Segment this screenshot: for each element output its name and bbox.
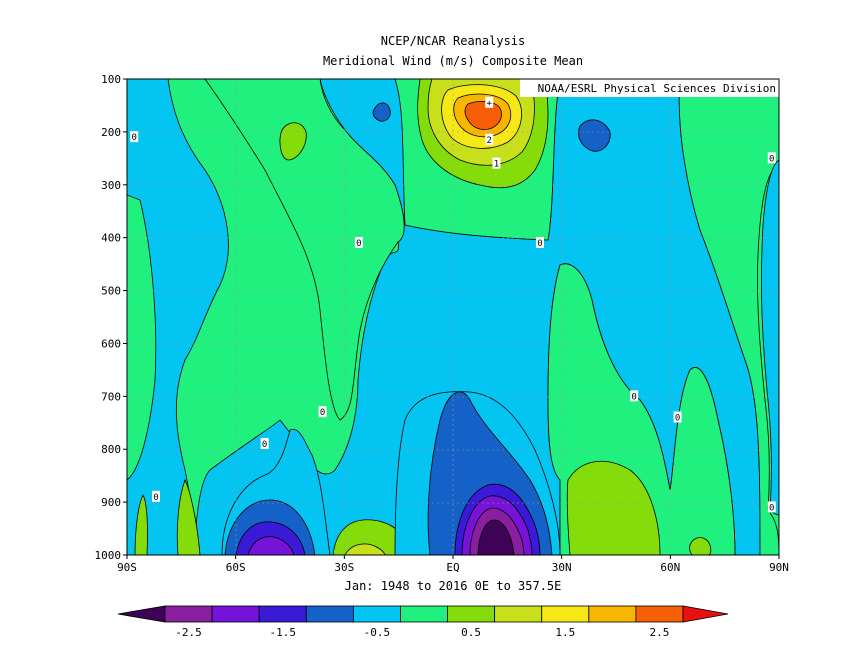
contour-label-bg [767,152,776,164]
contour-label-bg [630,390,639,402]
colorbar-swatch [494,605,543,623]
colorbar-swatch [447,605,496,623]
contour-label: 0 [320,408,325,418]
y-tick-label: 200 [101,126,121,139]
x-tick-label: 60S [226,561,246,574]
contour-label: 2 [487,136,492,146]
colorbar-label: -0.5 [364,626,391,639]
contour-label-bg [535,236,544,248]
x-tick-label: EQ [446,561,459,574]
contour-label-bg [673,411,682,423]
contour-label-bg [485,96,494,108]
y-tick-label: 400 [101,232,121,245]
y-tick-label: 800 [101,443,121,456]
grid-lines [127,79,779,555]
contour-blob-neg-nh-aloft [578,119,611,152]
contour-label: 0 [675,413,680,423]
colorbar-label: -1.5 [269,626,296,639]
contour-label: 0 [537,239,542,249]
x-tick-label: 90S [117,561,137,574]
colorbar-label: -2.5 [175,626,202,639]
contour-label-bg [492,157,501,169]
chart-title: NCEP/NCAR Reanalysis [381,34,526,48]
y-axis: 100 200 300 400 500 600 700 800 900 1000 [95,73,127,562]
x-tick-label: 60N [660,561,680,574]
contour-label-bg [767,501,776,513]
contour-band-neg-sh-sfc-3 [247,536,295,555]
x-tick-label: 30N [552,561,572,574]
y-tick-label: 100 [101,73,121,86]
colorbar-arrow-low [117,605,166,623]
y-tick-label: 700 [101,390,121,403]
contour-label: 0 [769,503,774,513]
contour-label: 0 [631,392,636,402]
contour-blob-pos-sh-sfc-1 [134,494,148,555]
x-axis: 90S 60S 30S EQ 30N 60N 90N [117,555,789,574]
colorbar-swatch [400,605,448,623]
chart-subtitle: Meridional Wind (m/s) Composite Mean [323,54,583,68]
contour-band-pos-nh-lower [566,461,661,555]
y-tick-label: 500 [101,285,121,298]
contour-label-bg [260,437,269,449]
contour-label-bg [130,131,139,143]
contour-blob-pos-sh-aloft [279,122,307,161]
contour-band-zero-west-strip [127,194,157,481]
contour-blob-pos-sh-sfc-2 [176,478,201,555]
colorbar-arrow-high [682,605,729,623]
contour-blob-pos-sh-sfc-4 [344,543,386,555]
colorbar-swatch [305,605,354,623]
x-tick-label: 30S [334,561,354,574]
contour-label-bg [354,236,363,248]
contour-fill: 0 0 0 0 0 0 0 0 0 0 1 2 + [127,79,779,555]
contour-band-zero-nh [678,79,779,555]
contour-label: 0 [153,493,158,503]
credit-box [520,79,779,97]
colorbar-label: 1.5 [555,626,575,639]
contour-blob-neg-sh-aloft [372,102,391,122]
colorbar-swatch [211,605,260,623]
colorbar-swatch [635,605,684,623]
colorbar-label: 0.5 [461,626,481,639]
colorbar: -2.5 -1.5 -0.5 0.5 1.5 2.5 [117,605,729,639]
contour-blob-pos-nh-sfc [689,537,712,555]
colorbar-swatch [588,605,637,623]
credit-text: NOAA/ESRL Physical Sciences Division [538,82,776,95]
contour-label: + [487,99,493,109]
contour-label: 0 [262,440,267,450]
contour-labels: 0 0 0 0 0 0 0 0 0 0 1 2 + [130,96,776,513]
contour-label: 0 [132,133,137,143]
contour-band-neg-trop-5 [477,519,515,555]
colorbar-swatch [258,605,307,623]
contour-band-zero-midlat-s [204,79,405,421]
contour-label: 0 [769,154,774,164]
contour-label-bg [485,133,494,145]
contour-label: 0 [356,239,361,249]
contour-label-bg [151,490,160,502]
colorbar-swatch [541,605,590,623]
colorbar-swatch [164,605,213,623]
x-tick-label: 90N [769,561,789,574]
x-axis-label: Jan: 1948 to 2016 0E to 357.5E [345,579,562,593]
y-tick-label: 600 [101,337,121,350]
y-tick-label: 900 [101,496,121,509]
colorbar-swatch [352,605,401,623]
contour-label-bg [318,406,327,418]
y-tick-label: 300 [101,179,121,192]
contour-label: 1 [494,160,499,170]
y-tick-label: 1000 [95,549,122,562]
colorbar-label: 2.5 [650,626,670,639]
